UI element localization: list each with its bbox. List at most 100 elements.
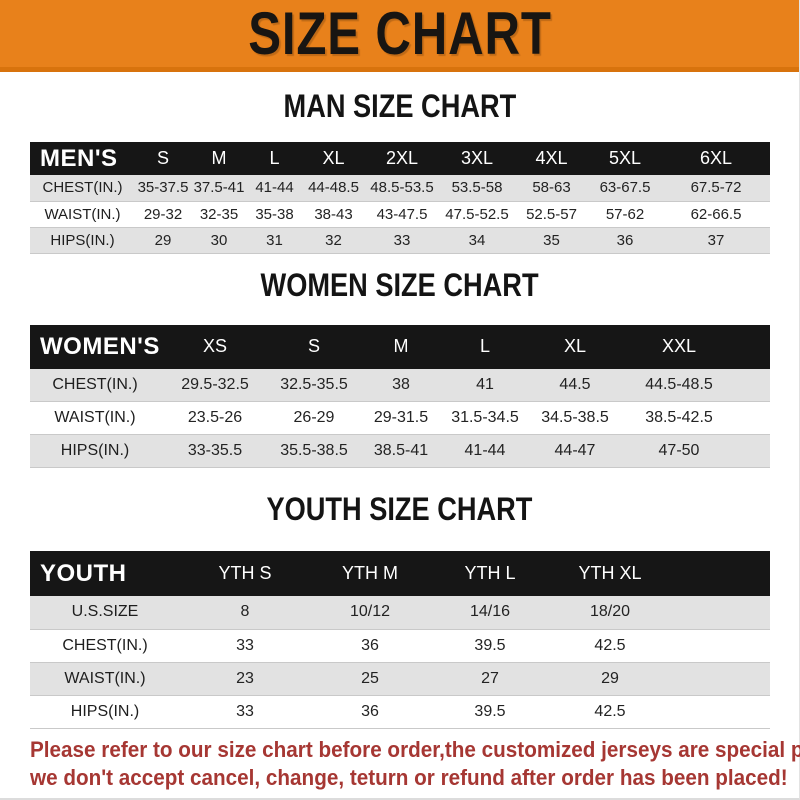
- data-cell: 44-47: [526, 434, 624, 468]
- women-size-section: WOMEN SIZE CHART WOMEN'S XS S M L XL XXL CHEST(…: [0, 266, 799, 468]
- row-label-cell: CHEST(IN.): [30, 629, 180, 663]
- data-cell: 33: [180, 629, 310, 663]
- disclaimer-line-2: we don't accept cancel, change, teturn o…: [30, 764, 788, 790]
- column-header-cell: XXL: [624, 324, 734, 369]
- data-cell: 23.5-26: [160, 401, 270, 435]
- data-cell: 31: [247, 227, 302, 254]
- data-cell: 29-32: [135, 201, 191, 228]
- column-header-cell: 5XL: [588, 142, 662, 175]
- data-cell: 41-44: [444, 434, 526, 468]
- column-header-cell: 3XL: [439, 142, 515, 175]
- column-header-cell: 6XL: [662, 142, 770, 175]
- row-label-cell: CHEST(IN.): [30, 368, 160, 402]
- data-cell: 44-48.5: [302, 175, 365, 202]
- spacer-cell: [670, 629, 770, 663]
- column-header-cell: S: [270, 324, 358, 369]
- table-row: CHEST(IN.) 33 36 39.5 42.5: [30, 629, 770, 663]
- spacer-cell: [670, 551, 770, 596]
- table-row: CHEST(IN.) 29.5-32.5 32.5-35.5 38 41 44.5 44.5…: [30, 368, 770, 402]
- spacer-cell: [734, 434, 770, 468]
- column-header-cell: XL: [302, 142, 365, 175]
- data-cell: 33: [365, 227, 439, 254]
- disclaimer: Please refer to our size chart before or…: [0, 736, 800, 792]
- column-header-cell: 2XL: [365, 142, 439, 175]
- data-cell: 41: [444, 368, 526, 402]
- data-cell: 36: [310, 695, 430, 729]
- data-cell: 37.5-41: [191, 175, 247, 202]
- spacer-cell: [734, 324, 770, 369]
- data-cell: 8: [180, 596, 310, 630]
- data-cell: 14/16: [430, 596, 550, 630]
- data-cell: 33: [180, 695, 310, 729]
- table-row: CHEST(IN.) 35-37.5 37.5-41 41-44 44-48.5 48.5…: [30, 175, 770, 202]
- spacer-cell: [734, 368, 770, 402]
- column-header-cell: L: [247, 142, 302, 175]
- column-header-cell: XL: [526, 324, 624, 369]
- data-cell: 30: [191, 227, 247, 254]
- data-cell: 67.5-72: [662, 175, 770, 202]
- data-cell: 26-29: [270, 401, 358, 435]
- row-label-cell: CHEST(IN.): [30, 175, 135, 202]
- data-cell: 53.5-58: [439, 175, 515, 202]
- data-cell: 42.5: [550, 695, 670, 729]
- column-header-cell: S: [135, 142, 191, 175]
- data-cell: 32: [302, 227, 365, 254]
- column-header-cell: XS: [160, 324, 270, 369]
- column-header-cell: M: [191, 142, 247, 175]
- data-cell: 38: [358, 368, 444, 402]
- spacer-cell: [670, 596, 770, 630]
- data-cell: 37: [662, 227, 770, 254]
- table-row: HIPS(IN.) 33-35.5 35.5-38.5 38.5-41 41-44 44-…: [30, 434, 770, 468]
- disclaimer-line-1: Please refer to our size chart before or…: [30, 736, 800, 762]
- column-header-cell: M: [358, 324, 444, 369]
- column-header-cell: 4XL: [515, 142, 588, 175]
- size-header-row: WOMEN'S XS S M L XL XXL: [30, 324, 770, 369]
- youth-section-title-text: YOUTH SIZE CHART: [266, 491, 533, 527]
- men-section-title: MAN SIZE CHART: [0, 89, 799, 127]
- row-label-cell: HIPS(IN.): [30, 434, 160, 468]
- table-row: WAIST(IN.) 23.5-26 26-29 29-31.5 31.5-34.5 34…: [30, 401, 770, 435]
- data-cell: 35.5-38.5: [270, 434, 358, 468]
- data-cell: 39.5: [430, 695, 550, 729]
- men-size-table: MEN'S S M L XL 2XL 3XL 4XL 5XL 6XL CHEST(IN.) 35-37…: [30, 142, 770, 254]
- data-cell: 29.5-32.5: [160, 368, 270, 402]
- youth-section-title: YOUTH SIZE CHART: [0, 492, 799, 530]
- data-cell: 38.5-42.5: [624, 401, 734, 435]
- data-cell: 47-50: [624, 434, 734, 468]
- data-cell: 63-67.5: [588, 175, 662, 202]
- women-size-table: WOMEN'S XS S M L XL XXL CHEST(IN.) 29.5-32.5 32.5…: [30, 324, 770, 468]
- men-size-section: MAN SIZE CHART MEN'S S M L XL 2XL 3XL 4XL 5XL 6XL…: [0, 89, 799, 254]
- data-cell: 62-66.5: [662, 201, 770, 228]
- data-cell: 48.5-53.5: [365, 175, 439, 202]
- row-label-cell: WAIST(IN.): [30, 201, 135, 228]
- youth-size-table: YOUTH YTH S YTH M YTH L YTH XL U.S.SIZE 8 10/12…: [30, 551, 770, 729]
- spacer-cell: [734, 401, 770, 435]
- corner-label-cell: WOMEN'S: [30, 324, 160, 369]
- size-header-row: MEN'S S M L XL 2XL 3XL 4XL 5XL 6XL: [30, 142, 770, 175]
- data-cell: 57-62: [588, 201, 662, 228]
- data-cell: 10/12: [310, 596, 430, 630]
- data-cell: 35-38: [247, 201, 302, 228]
- row-label-cell: WAIST(IN.): [30, 662, 180, 696]
- data-cell: 36: [588, 227, 662, 254]
- data-cell: 41-44: [247, 175, 302, 202]
- table-row: U.S.SIZE 8 10/12 14/16 18/20: [30, 596, 770, 630]
- data-cell: 43-47.5: [365, 201, 439, 228]
- data-cell: 23: [180, 662, 310, 696]
- data-cell: 39.5: [430, 629, 550, 663]
- men-section-title-text: MAN SIZE CHART: [283, 88, 516, 124]
- youth-size-section: YOUTH SIZE CHART YOUTH YTH S YTH M YTH L YTH…: [0, 492, 799, 729]
- data-cell: 42.5: [550, 629, 670, 663]
- data-cell: 18/20: [550, 596, 670, 630]
- header-banner: SIZE CHART: [0, 0, 799, 72]
- row-label-cell: HIPS(IN.): [30, 227, 135, 254]
- data-cell: 29-31.5: [358, 401, 444, 435]
- row-label-cell: WAIST(IN.): [30, 401, 160, 435]
- women-section-title-text: WOMEN SIZE CHART: [260, 266, 539, 303]
- data-cell: 38.5-41: [358, 434, 444, 468]
- corner-label-cell: MEN'S: [30, 142, 135, 175]
- data-cell: 33-35.5: [160, 434, 270, 468]
- data-cell: 31.5-34.5: [444, 401, 526, 435]
- row-label-cell: U.S.SIZE: [30, 596, 180, 630]
- data-cell: 25: [310, 662, 430, 696]
